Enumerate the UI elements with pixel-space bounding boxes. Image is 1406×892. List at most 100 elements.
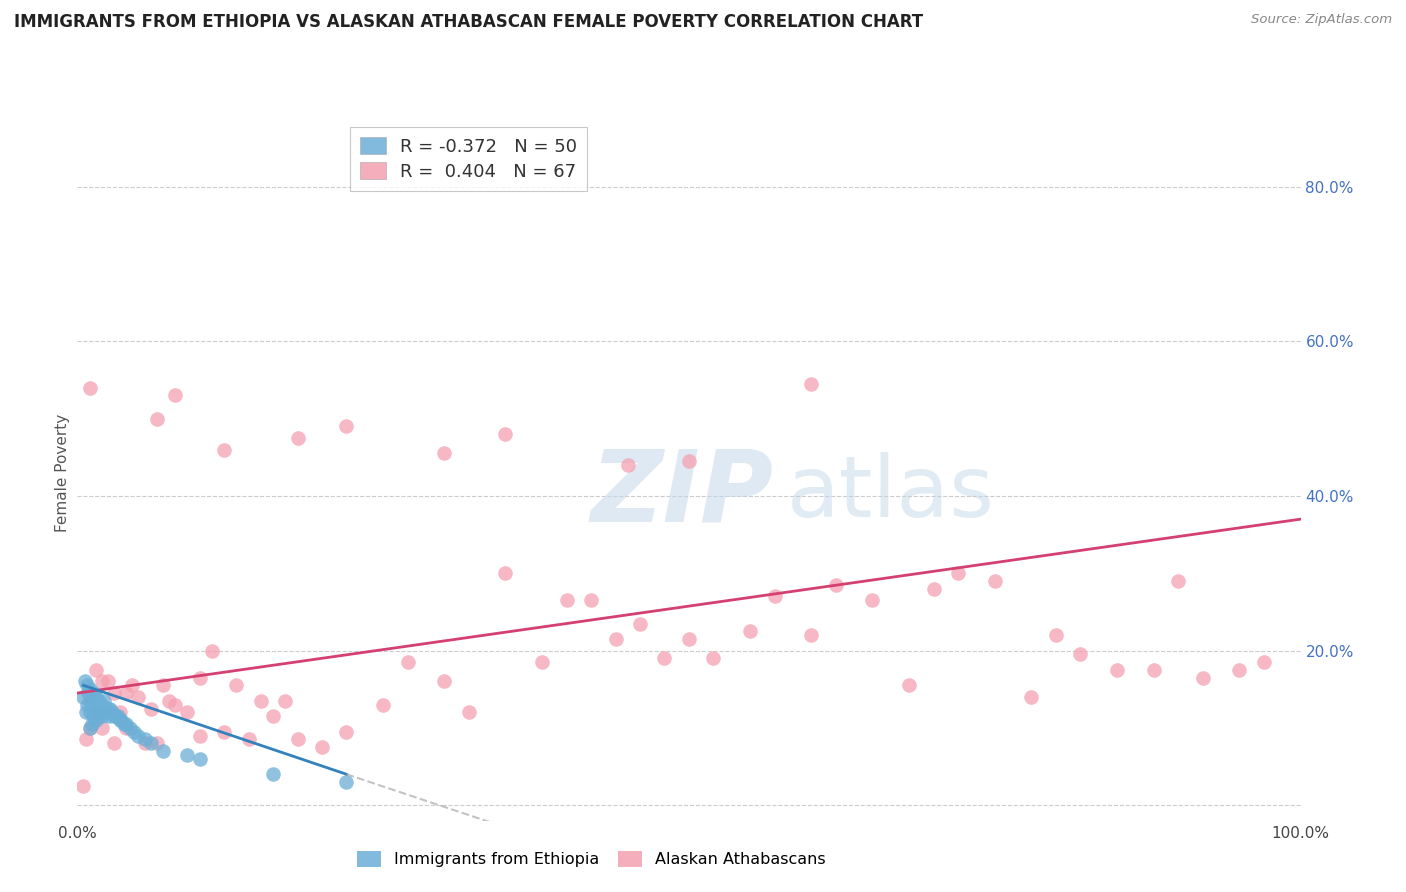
Point	[212, 724, 235, 739]
Point	[335, 724, 357, 739]
Point	[898, 678, 921, 692]
Point	[90, 709, 112, 723]
Point	[79, 721, 101, 735]
Point	[79, 682, 101, 697]
Point	[238, 732, 260, 747]
Point	[108, 706, 131, 720]
Point	[555, 593, 578, 607]
Point	[134, 736, 156, 750]
Point	[1191, 671, 1213, 685]
Point	[115, 721, 138, 735]
Point	[984, 574, 1007, 588]
Point	[93, 701, 115, 715]
Point	[579, 593, 602, 607]
Point	[90, 701, 112, 715]
Point	[922, 582, 945, 596]
Point	[188, 671, 211, 685]
Point	[605, 632, 627, 646]
Point	[250, 694, 273, 708]
Point	[100, 706, 122, 720]
Point	[84, 713, 107, 727]
Point	[371, 698, 394, 712]
Point	[702, 651, 724, 665]
Point	[152, 744, 174, 758]
Point	[75, 732, 97, 747]
Point	[262, 709, 284, 723]
Point	[763, 590, 786, 604]
Point	[83, 686, 105, 700]
Point	[1021, 690, 1043, 704]
Point	[76, 698, 98, 712]
Point	[1107, 663, 1129, 677]
Point	[128, 690, 150, 704]
Point	[115, 717, 138, 731]
Point	[262, 767, 284, 781]
Point	[157, 694, 180, 708]
Point	[82, 690, 104, 704]
Point	[800, 628, 823, 642]
Point	[72, 779, 94, 793]
Y-axis label: Female Poverty: Female Poverty	[55, 414, 70, 532]
Point	[77, 686, 100, 700]
Point	[946, 566, 969, 581]
Point	[73, 674, 96, 689]
Point	[90, 698, 112, 712]
Point	[824, 578, 846, 592]
Point	[89, 706, 111, 720]
Point	[121, 678, 143, 692]
Point	[146, 411, 169, 425]
Point	[112, 717, 135, 731]
Point	[188, 729, 211, 743]
Point	[83, 706, 105, 720]
Point	[139, 736, 162, 750]
Point	[97, 674, 120, 689]
Point	[98, 701, 121, 715]
Point	[79, 706, 101, 720]
Point	[654, 651, 676, 665]
Point	[107, 709, 129, 723]
Point	[139, 701, 162, 715]
Point	[495, 566, 517, 581]
Point	[1167, 574, 1189, 588]
Point	[115, 686, 138, 700]
Point	[188, 752, 211, 766]
Point	[96, 706, 118, 720]
Point	[740, 624, 762, 639]
Point	[84, 706, 107, 720]
Point	[84, 690, 107, 704]
Point	[335, 419, 357, 434]
Point	[84, 663, 107, 677]
Point	[201, 643, 224, 657]
Point	[1045, 628, 1067, 642]
Point	[531, 655, 554, 669]
Legend: Immigrants from Ethiopia, Alaskan Athabascans: Immigrants from Ethiopia, Alaskan Athaba…	[349, 843, 834, 875]
Point	[495, 427, 517, 442]
Point	[76, 678, 98, 692]
Point	[82, 709, 104, 723]
Point	[1253, 655, 1275, 669]
Point	[165, 388, 187, 402]
Point	[335, 775, 357, 789]
Point	[103, 709, 125, 723]
Point	[287, 732, 309, 747]
Point	[97, 706, 120, 720]
Point	[457, 706, 479, 720]
Point	[122, 724, 145, 739]
Point	[84, 701, 107, 715]
Text: atlas: atlas	[787, 452, 995, 535]
Point	[105, 709, 128, 723]
Point	[90, 674, 112, 689]
Point	[274, 694, 297, 708]
Point	[152, 678, 174, 692]
Point	[86, 698, 108, 712]
Text: Source: ZipAtlas.com: Source: ZipAtlas.com	[1251, 13, 1392, 27]
Point	[110, 713, 132, 727]
Point	[212, 442, 235, 457]
Point	[108, 713, 131, 727]
Point	[1229, 663, 1251, 677]
Point	[90, 721, 112, 735]
Point	[79, 381, 101, 395]
Point	[176, 706, 198, 720]
Point	[396, 655, 419, 669]
Text: ZIP: ZIP	[591, 445, 775, 542]
